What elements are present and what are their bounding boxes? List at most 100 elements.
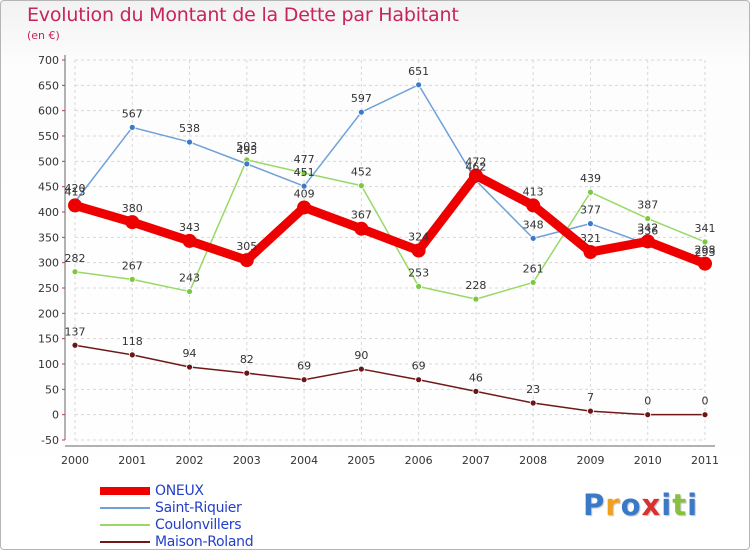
data-label: 477 (294, 153, 315, 166)
data-label: 0 (702, 395, 709, 408)
data-label: 651 (408, 65, 429, 78)
series-line-saint-riquier (74, 84, 706, 267)
data-label: 387 (637, 199, 658, 212)
data-point (472, 295, 480, 303)
data-label: 228 (465, 279, 486, 292)
data-point (701, 238, 709, 246)
data-point (357, 365, 365, 373)
data-label: 90 (354, 349, 368, 362)
data-point (415, 81, 423, 89)
data-point (186, 288, 193, 295)
data-label: 413 (523, 185, 544, 198)
y-tick-label: 600 (38, 105, 59, 118)
data-label: 82 (240, 353, 254, 366)
data-point (587, 407, 594, 415)
data-point (468, 168, 483, 183)
data-point (411, 243, 426, 258)
data-point (128, 123, 136, 131)
data-label: 94 (183, 347, 197, 360)
y-tick-label: 50 (45, 383, 59, 396)
y-tick-label: -50 (41, 434, 59, 447)
data-label: 452 (351, 166, 372, 179)
data-point (297, 200, 312, 215)
data-point (472, 387, 480, 395)
legend-label: Maison-Roland (155, 534, 254, 550)
legend-swatch (100, 507, 150, 509)
data-label: 324 (408, 231, 429, 244)
chart-title: Evolution du Montant de la Dette par Hab… (27, 4, 459, 26)
x-tick-label: 2010 (634, 454, 662, 467)
x-tick-label: 2004 (290, 454, 318, 467)
data-point (239, 253, 254, 268)
legend-swatch (100, 524, 150, 526)
data-label: 420 (65, 182, 86, 195)
legend-label: Saint-Riquier (155, 500, 242, 516)
data-point (529, 399, 537, 407)
x-tick-label: 2003 (233, 454, 261, 467)
x-tick-label: 2001 (118, 454, 146, 467)
legend-swatch (100, 541, 150, 543)
data-label: 342 (637, 221, 658, 234)
data-label: 7 (587, 391, 594, 404)
data-label: 23 (526, 383, 540, 396)
legend-label: ONEUX (155, 483, 204, 499)
y-tick-label: 550 (38, 130, 59, 143)
y-tick-label: 350 (38, 231, 59, 244)
data-label: 253 (408, 266, 429, 279)
data-point (68, 198, 82, 213)
data-point (529, 279, 537, 286)
x-tick-label: 2000 (61, 454, 89, 467)
data-label: 348 (523, 218, 544, 231)
data-point (182, 233, 197, 248)
data-point (587, 188, 594, 196)
y-tick-label: 650 (38, 79, 59, 92)
y-tick-label: 400 (38, 206, 59, 219)
data-point (186, 138, 193, 146)
data-point (583, 245, 598, 260)
data-point (701, 411, 709, 419)
data-label: 69 (412, 360, 426, 373)
data-label: 137 (65, 325, 86, 338)
data-label: 282 (65, 252, 86, 265)
y-tick-label: 300 (38, 257, 59, 270)
data-label: 538 (179, 122, 200, 135)
x-tick-label: 2005 (347, 454, 375, 467)
data-point (71, 268, 79, 276)
data-label: 293 (695, 246, 716, 259)
data-point (357, 108, 365, 116)
data-label: 451 (294, 166, 315, 179)
data-label: 118 (122, 335, 143, 348)
chart-subtitle: (en €) (27, 29, 60, 42)
legend-swatch (100, 487, 150, 495)
data-point (354, 221, 369, 236)
data-label: 336 (637, 224, 658, 237)
y-tick-label: 0 (52, 409, 59, 422)
y-tick-label: 150 (38, 333, 59, 346)
data-label: 567 (122, 107, 143, 120)
data-label: 0 (644, 395, 651, 408)
data-point (243, 160, 251, 168)
y-tick-label: 250 (38, 282, 59, 295)
data-point (415, 283, 423, 290)
x-tick-label: 2007 (462, 454, 490, 467)
x-tick-label: 2011 (691, 454, 719, 467)
data-label: 413 (65, 185, 86, 198)
data-point (128, 351, 136, 359)
data-label: 321 (580, 232, 601, 245)
data-point (415, 376, 423, 384)
series-line-oneux (73, 171, 707, 268)
data-point (529, 234, 537, 242)
data-point (587, 220, 594, 228)
data-point (300, 169, 308, 177)
y-tick-label: 450 (38, 181, 59, 194)
data-point (125, 215, 140, 230)
data-label: 503 (236, 140, 257, 153)
data-label: 439 (580, 172, 601, 185)
y-tick-label: 700 (38, 54, 59, 67)
data-label: 343 (179, 221, 200, 234)
data-point (300, 376, 308, 384)
data-label: 472 (465, 156, 486, 169)
data-label: 46 (469, 371, 483, 384)
